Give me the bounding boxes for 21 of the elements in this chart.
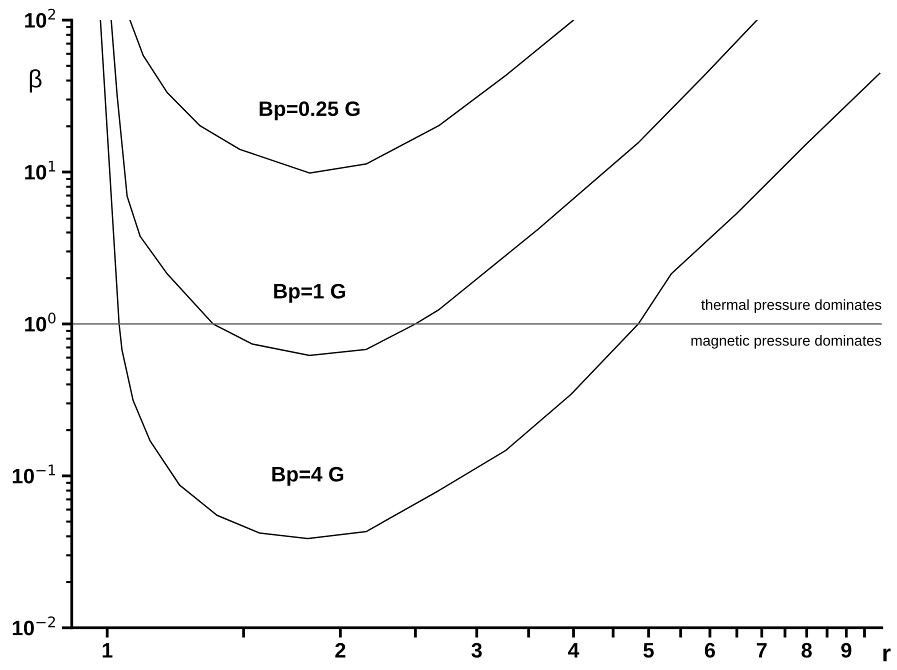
x-tick-label: 9	[841, 642, 852, 658]
x-tick-label: 5	[643, 643, 654, 658]
y-tick-label: 10$^{1}$	[25, 160, 56, 180]
x-tick-label: 8	[802, 642, 812, 658]
x-axis-title: r	[883, 648, 891, 662]
y-tick-label: 10$^{−1}$	[12, 464, 56, 484]
x-tick-label: 1	[102, 643, 112, 658]
y-axis-title: β	[30, 69, 42, 93]
x-tick-label: 7	[756, 643, 767, 658]
y-tick-label: 10$^{2}$	[25, 8, 56, 28]
text: Bp=4 G	[272, 466, 344, 486]
x-tick-label: 6	[704, 642, 715, 658]
y-tick-label: 10$^{0}$	[25, 312, 56, 332]
x-tick-label: 4	[568, 643, 580, 658]
x-tick-label: 3	[471, 642, 482, 658]
x-tick-label: 2	[335, 642, 346, 658]
text: Bp=1 G	[274, 284, 346, 303]
annotation: thermal pressure dominates	[701, 299, 882, 313]
series-label: Bp=0.25 G	[260, 101, 360, 120]
annotation: magnetic pressure dominates	[691, 335, 882, 349]
y-tick-label: 10$^{−2}$	[12, 616, 55, 636]
